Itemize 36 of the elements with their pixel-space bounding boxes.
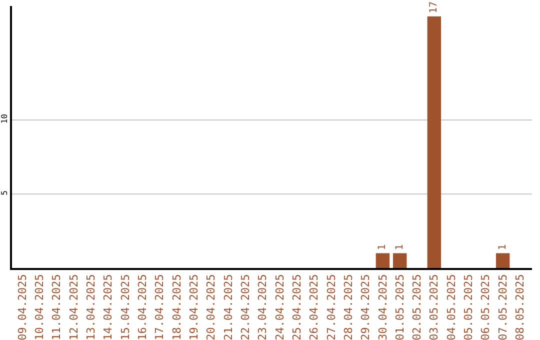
x-tick-label: 13.04.2025 <box>84 274 98 340</box>
x-tick-label: 20.04.2025 <box>204 274 218 340</box>
x-tick-label: 14.04.2025 <box>102 274 115 340</box>
x-tick-label: 24.04.2025 <box>273 274 286 340</box>
data-label: 1 <box>377 244 388 250</box>
x-tick-label: 09.04.2025 <box>16 274 29 340</box>
x-tick-label: 10.04.2025 <box>33 274 46 340</box>
x-tick-label: 06.05.2025 <box>479 274 492 340</box>
x-tick-label: 25.04.2025 <box>290 274 304 340</box>
data-label: 17 <box>428 1 440 14</box>
data-label: 1 <box>497 244 508 250</box>
x-tick-label: 29.04.2025 <box>359 274 372 340</box>
x-tick-label: 04.05.2025 <box>444 274 458 340</box>
x-tick-label: 28.04.2025 <box>342 274 355 340</box>
x-tick-label: 27.04.2025 <box>324 274 338 340</box>
x-tick-label: 19.04.2025 <box>187 274 200 340</box>
x-tick-label: 01.05.2025 <box>393 274 406 340</box>
x-tick-label: 02.05.2025 <box>410 274 424 340</box>
x-tick-label: 11.04.2025 <box>50 274 64 340</box>
y-tick-label: 10 <box>0 114 10 124</box>
x-tick-label: 05.05.2025 <box>462 274 476 340</box>
x-tick-label: 16.04.2025 <box>136 274 150 340</box>
x-tick-label: 15.04.2025 <box>118 274 132 340</box>
x-tick-label: 08.05.2025 <box>514 274 527 340</box>
x-tick-label: 18.04.2025 <box>170 274 184 340</box>
y-tick-label: 5 <box>0 190 10 196</box>
x-tick-label: 07.05.2025 <box>496 274 510 340</box>
x-tick-label: 22.04.2025 <box>238 274 252 340</box>
x-tick-label: 23.04.2025 <box>256 274 270 340</box>
x-tick-label: 26.04.2025 <box>308 274 321 340</box>
x-tick-label: 21.04.2025 <box>222 274 235 340</box>
x-tick-label: 12.04.2025 <box>67 274 80 340</box>
data-label: 1 <box>394 244 406 250</box>
x-tick-label: 03.05.2025 <box>428 274 441 340</box>
x-tick-label: 30.04.2025 <box>376 274 390 340</box>
x-tick-label: 17.04.2025 <box>153 274 166 340</box>
